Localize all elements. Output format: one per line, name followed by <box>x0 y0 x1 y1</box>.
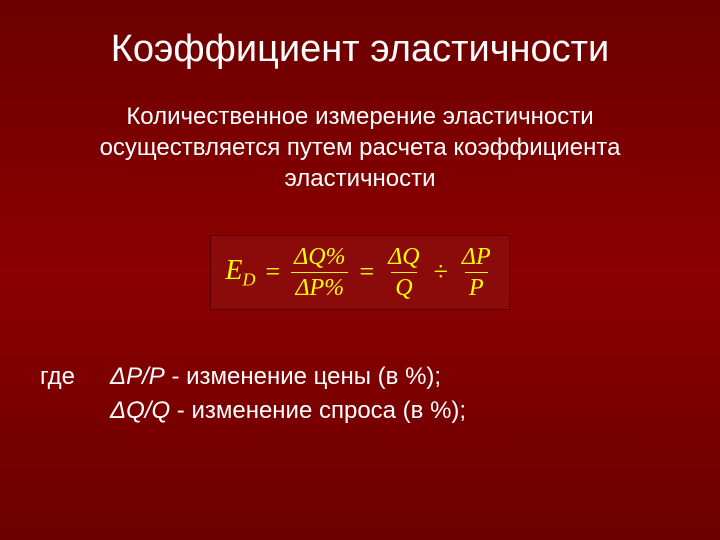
def1-symbol: ΔP/P <box>110 363 165 390</box>
where-label: где <box>40 360 110 394</box>
elasticity-formula: ED = ΔQ% ΔP% = ΔQ Q ÷ ΔP P <box>225 244 494 302</box>
fraction-3: ΔP P <box>458 244 495 302</box>
definition-2: ΔQ/Q - изменение спроса (в %); <box>110 394 680 428</box>
slide-title: Коэффициент эластичности <box>0 0 720 91</box>
formula-var-E: E <box>225 255 242 286</box>
frac3-num: ΔP <box>458 244 495 272</box>
divide-sign: ÷ <box>434 257 448 287</box>
fraction-1: ΔQ% ΔP% <box>290 244 349 302</box>
definition-row-1: где ΔP/P - изменение цены (в %); <box>40 360 680 394</box>
definition-1: ΔP/P - изменение цены (в %); <box>110 360 680 394</box>
equals-sign-2: = <box>360 257 375 287</box>
equals-sign-1: = <box>265 257 280 287</box>
def2-symbol: ΔQ/Q <box>110 397 170 424</box>
frac1-den: ΔP% <box>291 272 348 301</box>
frac3-den: P <box>465 272 488 301</box>
frac2-den: Q <box>391 272 416 301</box>
definition-row-2: ΔQ/Q - изменение спроса (в %); <box>40 394 680 428</box>
def1-text: - изменение цены (в %); <box>165 363 441 390</box>
frac1-num: ΔQ% <box>290 244 349 272</box>
def2-text: - изменение спроса (в %); <box>170 397 466 424</box>
formula-box: ED = ΔQ% ΔP% = ΔQ Q ÷ ΔP P <box>210 235 509 311</box>
where-label-empty <box>40 394 110 428</box>
fraction-2: ΔQ Q <box>384 244 423 302</box>
formula-sub-D: D <box>242 269 255 289</box>
slide-description: Количественное измерение эластичности ос… <box>0 91 720 225</box>
formula-lhs: ED <box>225 255 255 291</box>
formula-container: ED = ΔQ% ΔP% = ΔQ Q ÷ ΔP P <box>0 225 720 341</box>
definitions-block: где ΔP/P - изменение цены (в %); ΔQ/Q - … <box>0 340 720 447</box>
frac2-num: ΔQ <box>384 244 423 272</box>
